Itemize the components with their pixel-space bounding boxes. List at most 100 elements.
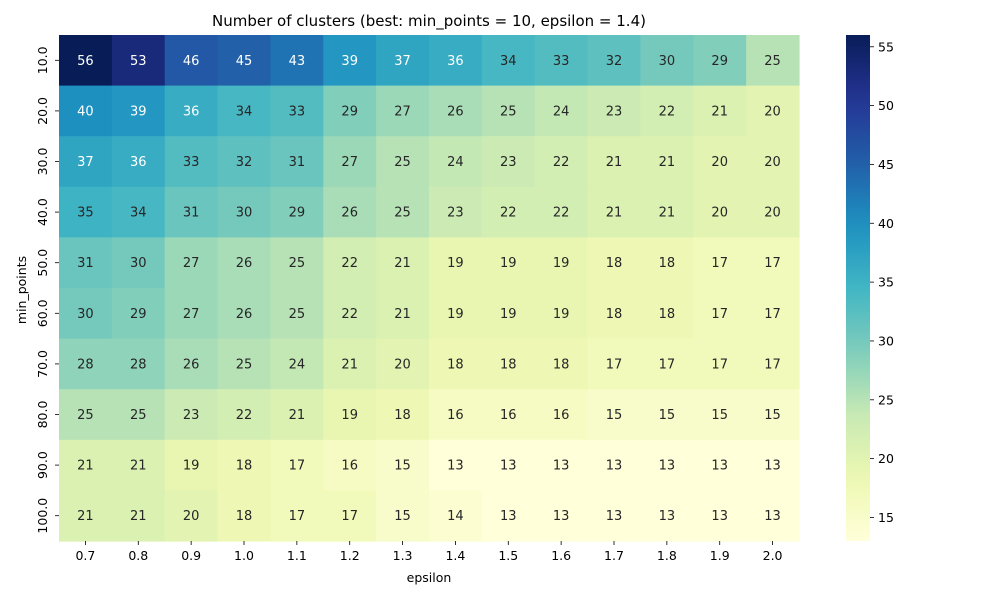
heatmap-cell [429, 389, 483, 441]
cell-value-label: 29 [711, 54, 728, 69]
y-tick-label: 20.0 [35, 97, 50, 125]
cell-value-label: 18 [236, 509, 253, 524]
cell-value-label: 15 [659, 408, 676, 423]
heatmap-cell [270, 186, 324, 238]
heatmap-cell [640, 136, 694, 188]
cell-value-label: 33 [183, 155, 200, 170]
cell-value-label: 19 [553, 256, 570, 271]
x-tick-label: 1.7 [604, 548, 624, 563]
heatmap-cell [323, 439, 377, 491]
cell-value-label: 31 [183, 206, 200, 221]
colorbar-gradient [846, 35, 870, 541]
cell-value-label: 28 [77, 357, 94, 372]
cell-value-label: 45 [236, 54, 253, 69]
heatmap-cell [59, 186, 113, 238]
heatmap-cell [217, 186, 272, 238]
heatmap-cell [429, 338, 483, 390]
cell-value-label: 24 [553, 104, 570, 119]
cell-value-label: 39 [130, 104, 147, 119]
x-tick-label: 1.3 [393, 548, 413, 563]
colorbar-tick-label: 40 [878, 216, 894, 231]
cell-value-label: 19 [183, 459, 200, 474]
cell-value-label: 29 [289, 206, 306, 221]
cell-value-label: 19 [447, 256, 464, 271]
heatmap-cell [429, 35, 483, 87]
cell-value-label: 15 [764, 408, 781, 423]
heatmap-cell [534, 237, 589, 289]
cell-value-label: 29 [341, 104, 358, 119]
heatmap-cell [693, 490, 747, 542]
cell-value-label: 56 [77, 54, 94, 69]
heatmap-cell [746, 439, 800, 491]
cell-value-label: 20 [711, 155, 728, 170]
cell-value-label: 46 [183, 54, 200, 69]
cell-value-label: 13 [711, 509, 728, 524]
y-tick-label: 50.0 [35, 249, 50, 277]
cell-value-label: 21 [659, 206, 676, 221]
cell-value-label: 25 [394, 206, 411, 221]
cell-value-label: 21 [130, 459, 147, 474]
colorbar-tick-label: 30 [878, 333, 894, 348]
heatmap-cell [587, 338, 642, 390]
cell-value-label: 19 [500, 256, 517, 271]
heatmap-cell [164, 85, 219, 137]
heatmap-cell [111, 237, 166, 289]
y-tick-label: 70.0 [35, 350, 50, 378]
heatmap-cell [164, 35, 219, 87]
heatmap-cell [111, 85, 166, 137]
heatmap-cell [640, 439, 694, 491]
heatmap-cell [481, 237, 536, 289]
cell-value-label: 19 [500, 307, 517, 322]
cell-value-label: 23 [183, 408, 200, 423]
cell-value-label: 15 [394, 459, 411, 474]
heatmap-cell [481, 136, 536, 188]
heatmap-cell [481, 338, 536, 390]
cell-value-label: 17 [764, 307, 781, 322]
cell-value-label: 17 [659, 357, 676, 372]
heatmap-cell [534, 85, 589, 137]
heatmap-cell [376, 35, 430, 87]
x-tick-label: 0.7 [75, 548, 95, 563]
heatmap-cell [164, 439, 219, 491]
cell-value-label: 27 [183, 256, 200, 271]
cell-value-label: 22 [341, 256, 358, 271]
cell-value-label: 18 [500, 357, 517, 372]
heatmap-cell [640, 186, 694, 238]
colorbar-tick-label: 35 [878, 275, 894, 290]
cell-value-label: 25 [394, 155, 411, 170]
heatmap-cell [164, 389, 219, 441]
heatmap-cell [376, 237, 430, 289]
cell-value-label: 18 [553, 357, 570, 372]
x-tick-label: 1.1 [287, 548, 307, 563]
cell-value-label: 21 [394, 256, 411, 271]
heatmap-cell [376, 490, 430, 542]
cell-value-label: 23 [447, 206, 464, 221]
heatmap-cell [587, 136, 642, 188]
heatmap-cell [587, 439, 642, 491]
cell-value-label: 18 [447, 357, 464, 372]
heatmap-cell [323, 389, 377, 441]
heatmap-cell [481, 186, 536, 238]
x-tick-label: 0.9 [181, 548, 201, 563]
y-axis-label: min_points [14, 256, 29, 324]
heatmap-cell [587, 389, 642, 441]
heatmap-cell [111, 338, 166, 390]
heatmap-cell [640, 490, 694, 542]
cell-value-label: 39 [341, 54, 358, 69]
cell-value-label: 13 [447, 459, 464, 474]
heatmap-cell [746, 288, 800, 340]
cell-value-label: 13 [500, 459, 517, 474]
heatmap-cell [376, 288, 430, 340]
heatmap-cell [534, 136, 589, 188]
heatmap-cell [270, 136, 324, 188]
heatmap-cell [376, 85, 430, 137]
cell-value-label: 22 [236, 408, 253, 423]
heatmap-cell [746, 490, 800, 542]
heatmap-cell [481, 35, 536, 87]
x-tick-label: 1.2 [340, 548, 360, 563]
heatmap-cell [323, 288, 377, 340]
cell-value-label: 26 [341, 206, 358, 221]
heatmap-cell [323, 237, 377, 289]
heatmap-cell [481, 389, 536, 441]
cell-value-label: 26 [236, 307, 253, 322]
